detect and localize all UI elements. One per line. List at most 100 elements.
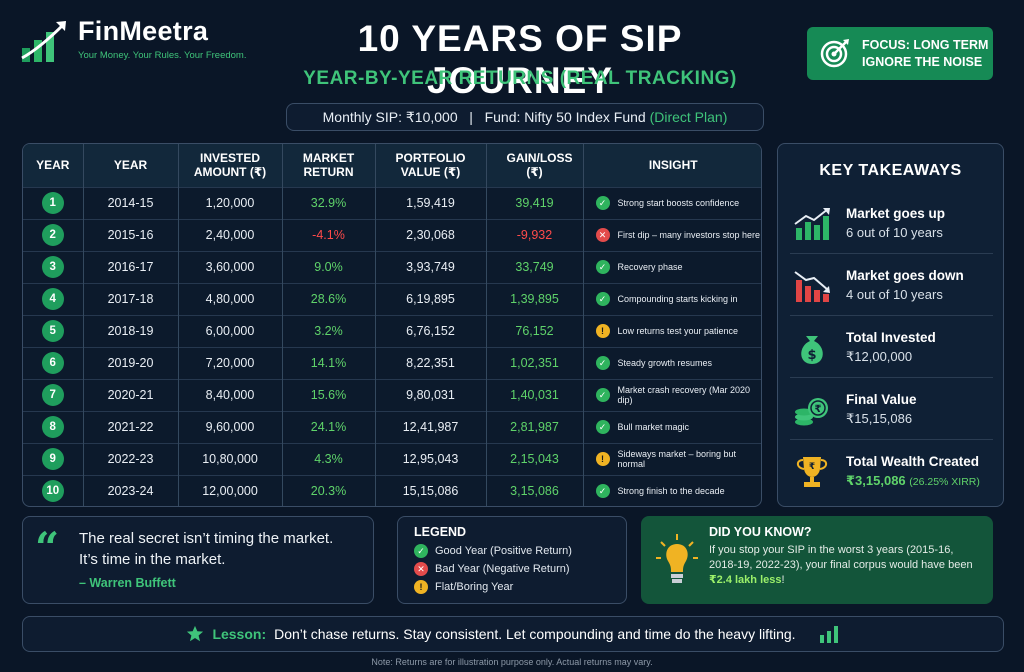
year-number-badge: 4 bbox=[41, 288, 64, 310]
cell-index: 4 bbox=[23, 283, 84, 315]
cell-gain-loss: 1,02,351 bbox=[486, 347, 584, 379]
focus-line-2: IGNORE THE NOISE bbox=[862, 55, 983, 69]
col-header-invested: INVESTED AMOUNT (₹) bbox=[178, 144, 283, 187]
insight-text: Low returns test your patience bbox=[617, 326, 739, 336]
insight-text: Strong finish to the decade bbox=[617, 486, 725, 497]
quote-line-2: It’s time in the market. bbox=[79, 551, 226, 568]
cell-insight: ✓ Market crash recovery (Mar 2020 dip) bbox=[583, 379, 761, 411]
cell-year: 2015-16 bbox=[83, 219, 179, 251]
bar-chart-icon bbox=[819, 626, 838, 643]
page-title: 10 YEARS OF SIP JOURNEY bbox=[357, 18, 683, 101]
cell-index: 5 bbox=[23, 315, 84, 347]
cross-icon: ✕ bbox=[414, 562, 428, 576]
cell-market-return: 28.6% bbox=[282, 283, 376, 315]
cell-index: 10 bbox=[23, 475, 84, 506]
takeaway-sub: ₹15,15,086 bbox=[846, 411, 913, 426]
insight-text: Bull market magic bbox=[617, 422, 690, 432]
sip-details: Monthly SIP: ₹10,000 | Fund: Nifty 50 In… bbox=[286, 103, 764, 131]
takeaway-market-up: Market goes up 6 out of 10 years bbox=[790, 192, 993, 254]
check-icon: ✓ bbox=[595, 260, 610, 274]
cell-insight: ! Low returns test your patience bbox=[583, 315, 761, 347]
did-you-know-box: DID YOU KNOW? If you stop your SIP in th… bbox=[641, 516, 993, 604]
cell-index: 1 bbox=[23, 187, 84, 219]
takeaway-head: Market goes up bbox=[846, 206, 946, 221]
col-header-value: PORTFOLIO VALUE (₹) bbox=[375, 144, 487, 187]
legend-label: Flat/Boring Year bbox=[435, 581, 514, 593]
takeaway-total-invested: $ Total Invested ₹12,00,000 bbox=[790, 316, 993, 378]
takeaway-sub: ₹12,00,000 bbox=[846, 349, 913, 364]
cell-market-return: 24.1% bbox=[282, 411, 376, 443]
cell-insight: ✓ Recovery phase bbox=[583, 251, 761, 283]
cell-invested: 7,20,000 bbox=[178, 347, 283, 379]
did-you-know-body: If you stop your SIP in the worst 3 year… bbox=[709, 544, 973, 571]
cell-year: 2022-23 bbox=[83, 443, 179, 475]
cell-invested: 3,60,000 bbox=[178, 251, 283, 283]
cell-portfolio-value: 12,41,987 bbox=[375, 411, 487, 443]
cell-portfolio-value: 6,76,152 bbox=[375, 315, 487, 347]
takeaway-xirr: (26.25% XIRR) bbox=[909, 476, 980, 488]
takeaway-sub: 4 out of 10 years bbox=[846, 287, 943, 302]
table-row: 4 2017-18 4,80,000 28.6% 6,19,895 1,39,895 ✓ Co… bbox=[23, 283, 761, 315]
cell-invested: 10,80,000 bbox=[178, 443, 283, 475]
cell-invested: 1,20,000 bbox=[178, 187, 283, 219]
legend-item-flat: ! Flat/Boring Year bbox=[414, 580, 513, 594]
cell-insight: ✓ Compounding starts kicking in bbox=[583, 283, 761, 315]
year-number-badge: 8 bbox=[41, 416, 64, 438]
cell-invested: 2,40,000 bbox=[178, 219, 283, 251]
sip-plan: (Direct Plan) bbox=[649, 109, 728, 125]
cell-gain-loss: 1,40,031 bbox=[486, 379, 584, 411]
year-number-badge: 5 bbox=[41, 320, 64, 342]
check-icon: ✓ bbox=[595, 388, 610, 402]
check-icon: ✓ bbox=[595, 196, 610, 210]
cell-market-return: 4.3% bbox=[282, 443, 376, 475]
page-subtitle: YEAR-BY-YEAR RETURNS (REAL TRACKING) bbox=[303, 68, 737, 89]
cell-invested: 6,00,000 bbox=[178, 315, 283, 347]
cell-index: 9 bbox=[23, 443, 84, 475]
cell-year: 2017-18 bbox=[83, 283, 179, 315]
table-row: 2 2015-16 2,40,000 -4.1% 2,30,068 -9,932 ✕ Firs… bbox=[23, 219, 761, 251]
brand-logo: FinMeetra Your Money. Your Rules. Your F… bbox=[20, 14, 260, 70]
cell-index: 7 bbox=[23, 379, 84, 411]
check-icon: ✓ bbox=[595, 356, 610, 370]
trophy-icon: ₹ bbox=[796, 457, 828, 487]
cell-invested: 12,00,000 bbox=[178, 475, 283, 506]
cell-index: 2 bbox=[23, 219, 84, 251]
cell-insight: ! Sideways market – boring but normal bbox=[583, 443, 761, 475]
insight-text: Market crash recovery (Mar 2020 dip) bbox=[617, 385, 751, 405]
takeaway-head: Total Wealth Created bbox=[846, 454, 980, 469]
col-header-index: YEAR bbox=[23, 144, 84, 187]
footnote: Note: Returns are for illustration purpo… bbox=[371, 657, 653, 667]
cell-gain-loss: 2,81,987 bbox=[486, 411, 584, 443]
cell-index: 3 bbox=[23, 251, 84, 283]
quote-mark-icon: “ bbox=[35, 523, 60, 572]
lesson-label: Lesson: bbox=[212, 626, 267, 642]
table-header-row: YEAR YEAR INVESTED AMOUNT (₹) MARKET RET… bbox=[23, 144, 761, 187]
cell-gain-loss: -9,932 bbox=[486, 219, 584, 251]
check-icon: ✓ bbox=[414, 544, 428, 558]
lesson-bar: Lesson: Don’t chase returns. Stay consis… bbox=[22, 616, 1004, 652]
legend-title: LEGEND bbox=[414, 525, 467, 539]
growth-bars-logo-icon bbox=[21, 21, 66, 62]
col-header-year: YEAR bbox=[83, 144, 179, 187]
cell-insight: ✓ Strong start boosts confidence bbox=[583, 187, 761, 219]
cross-icon: ✕ bbox=[595, 228, 610, 242]
check-icon: ✓ bbox=[595, 420, 610, 434]
cell-year: 2023-24 bbox=[83, 475, 179, 506]
year-number-badge: 7 bbox=[41, 384, 64, 406]
focus-badge: FOCUS: LONG TERM IGNORE THE NOISE bbox=[807, 27, 993, 80]
coins-icon: ₹ bbox=[795, 398, 828, 426]
did-you-know-title: DID YOU KNOW? bbox=[709, 525, 812, 539]
table-row: 3 2016-17 3,60,000 9.0% 3,93,749 33,749 ✓ Recov… bbox=[23, 251, 761, 283]
table-row: 9 2022-23 10,80,000 4.3% 12,95,043 2,15,043! S… bbox=[23, 443, 761, 475]
table-row: 7 2020-21 8,40,000 15.6% 9,80,031 1,40,031 ✓ Ma… bbox=[23, 379, 761, 411]
legend-label: Bad Year (Negative Return) bbox=[435, 563, 570, 575]
cell-portfolio-value: 2,30,068 bbox=[375, 219, 487, 251]
legend-label: Good Year (Positive Return) bbox=[435, 545, 572, 557]
cell-portfolio-value: 6,19,895 bbox=[375, 283, 487, 315]
cell-insight: ✓ Steady growth resumes bbox=[583, 347, 761, 379]
cell-gain-loss: 2,15,043 bbox=[486, 443, 584, 475]
insight-text: Recovery phase bbox=[617, 262, 683, 272]
focus-line-1: FOCUS: LONG TERM bbox=[862, 38, 989, 52]
cell-insight: ✓ Bull market magic bbox=[583, 411, 761, 443]
cell-year: 2014-15 bbox=[83, 187, 179, 219]
